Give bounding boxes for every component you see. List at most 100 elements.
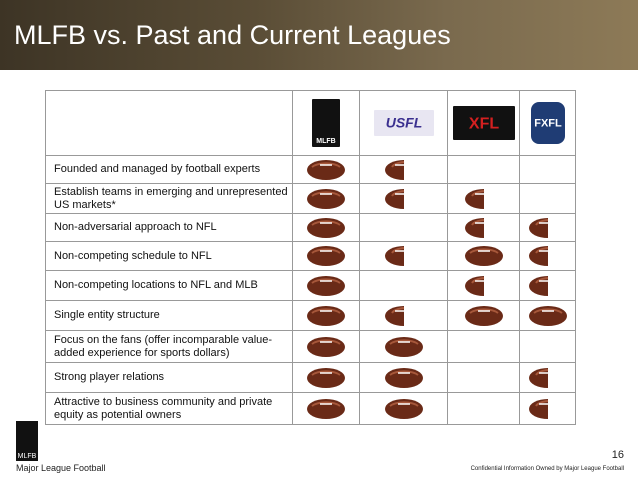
ball-shine	[534, 368, 548, 376]
ball-shine	[534, 399, 548, 407]
header-corner	[46, 91, 293, 156]
rating-cell	[448, 184, 520, 214]
rating-cell	[448, 331, 520, 363]
rating	[464, 398, 504, 420]
league-logo: MLFB	[312, 99, 340, 147]
column-header: USFL	[360, 91, 448, 156]
rating-cell	[293, 393, 360, 425]
rating-cell	[360, 331, 448, 363]
ball-shine	[468, 307, 499, 314]
rating-cell	[520, 331, 576, 363]
football	[307, 217, 345, 238]
rating	[384, 275, 424, 297]
football	[307, 275, 345, 296]
rating	[307, 217, 345, 238]
rating	[528, 246, 548, 266]
rating	[307, 398, 345, 419]
football	[384, 188, 404, 209]
league-logo: XFL	[452, 106, 515, 140]
row-label: Founded and managed by football experts	[46, 156, 293, 184]
rating-cell	[360, 214, 448, 242]
ball-shine	[390, 247, 404, 254]
rating	[384, 367, 423, 388]
ball-shine	[311, 248, 341, 254]
logo-bg	[452, 106, 515, 140]
league-logo: USFL	[373, 110, 434, 136]
ball-shine	[390, 160, 404, 168]
football	[528, 305, 567, 326]
rating-cell	[293, 242, 360, 271]
football	[464, 246, 503, 266]
logo-bg	[373, 110, 434, 136]
title-banner: MLFB vs. Past and Current Leagues	[0, 0, 638, 70]
row-label: Strong player relations	[46, 363, 293, 393]
rating	[464, 159, 504, 181]
rating	[464, 367, 504, 389]
football	[384, 336, 423, 357]
rating	[384, 246, 404, 266]
ball-shine	[388, 400, 419, 407]
rating-cell	[520, 393, 576, 425]
rating	[464, 246, 503, 266]
rating	[307, 275, 345, 296]
ball-shine	[390, 306, 404, 314]
rating-cell	[520, 184, 576, 214]
ball-shine	[388, 338, 419, 345]
rating	[307, 336, 345, 357]
row-label: Non-adversarial approach to NFL	[46, 214, 293, 242]
rating	[307, 367, 345, 388]
football	[528, 217, 548, 238]
ball-shine	[534, 218, 548, 226]
football	[307, 367, 345, 388]
football	[307, 336, 345, 357]
ball-shine	[470, 189, 484, 197]
football	[464, 305, 503, 326]
rating-cell	[360, 184, 448, 214]
rating-cell	[520, 214, 576, 242]
rating	[464, 188, 484, 209]
rating	[528, 275, 548, 296]
football	[307, 159, 345, 180]
rating	[464, 217, 484, 238]
rating-cell	[520, 271, 576, 301]
ball-shine	[311, 190, 341, 197]
column-header: MLFB	[293, 91, 360, 156]
rating	[384, 305, 404, 326]
rating	[528, 188, 568, 210]
football	[384, 398, 423, 419]
rating-cell	[520, 156, 576, 184]
rating-cell	[520, 363, 576, 393]
rating-cell	[448, 156, 520, 184]
football	[307, 246, 345, 266]
row-label: Attractive to business community and pri…	[46, 393, 293, 425]
rating	[384, 398, 423, 419]
row-label: Establish teams in emerging and unrepres…	[46, 184, 293, 214]
rating	[528, 305, 567, 326]
rating	[307, 159, 345, 180]
row-label: Non-competing locations to NFL and MLB	[46, 271, 293, 301]
column-header: XFL	[448, 91, 520, 156]
rating	[464, 336, 504, 358]
ball-shine	[470, 218, 484, 226]
rating-cell	[293, 156, 360, 184]
rating-cell	[520, 242, 576, 271]
ball-shine	[311, 161, 341, 168]
rating-cell	[448, 271, 520, 301]
rating-cell	[360, 393, 448, 425]
ball-shine	[311, 219, 341, 226]
footer-text: Major League Football	[16, 463, 106, 473]
rating	[464, 275, 484, 296]
ball-shine	[534, 276, 548, 284]
ball-shine	[388, 369, 419, 376]
football	[307, 398, 345, 419]
logo-bg	[530, 102, 565, 144]
football	[528, 275, 548, 296]
row-label: Single entity structure	[46, 301, 293, 331]
football	[528, 398, 548, 419]
rating-cell	[293, 331, 360, 363]
football	[464, 275, 484, 296]
rating	[384, 336, 423, 357]
row-label: Focus on the fans (offer incomparable va…	[46, 331, 293, 363]
football	[384, 246, 404, 266]
rating	[528, 367, 548, 388]
